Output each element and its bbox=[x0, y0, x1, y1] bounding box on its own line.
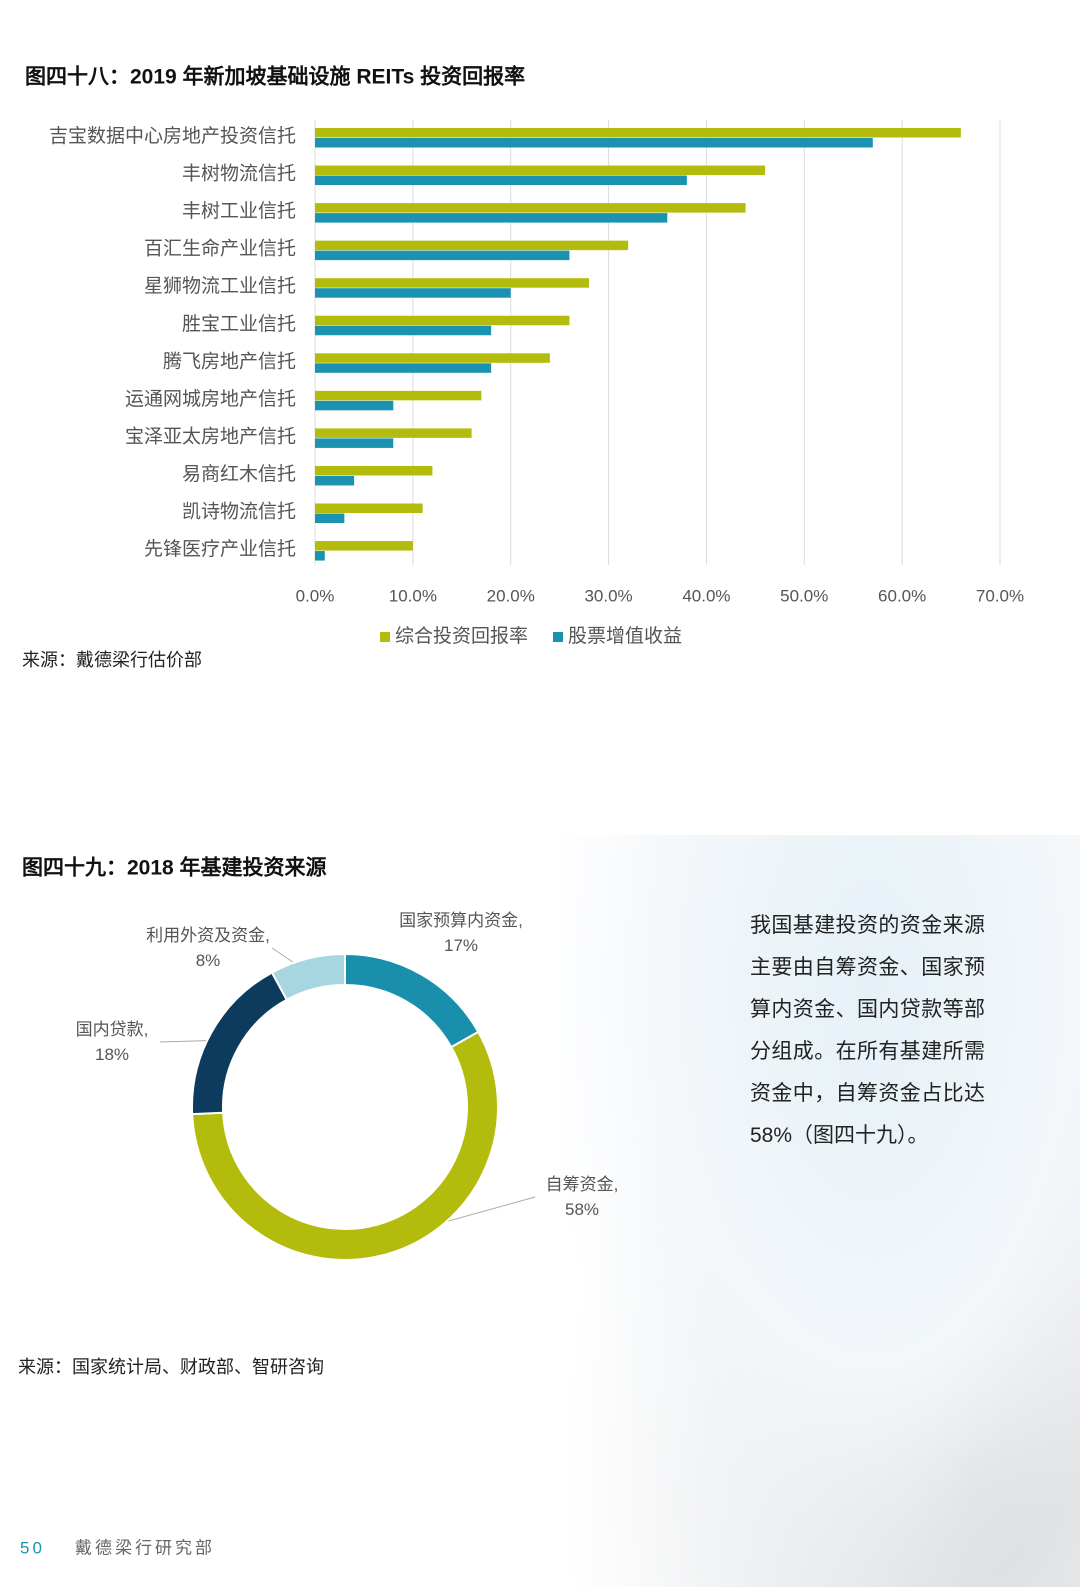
y-tick-label: 先锋医疗产业信托 bbox=[144, 538, 296, 560]
source: 来源：戴德梁行估价部 bbox=[22, 650, 202, 670]
x-tick-label: 30.0% bbox=[584, 586, 632, 605]
bar bbox=[315, 213, 668, 223]
bar bbox=[315, 278, 589, 288]
bar bbox=[315, 203, 746, 213]
legend-swatch bbox=[553, 632, 564, 642]
x-tick-label: 50.0% bbox=[780, 586, 828, 605]
legend-label: 综合投资回报率 bbox=[395, 625, 528, 647]
x-tick-label: 60.0% bbox=[878, 586, 926, 605]
y-tick-label: 易商红木信托 bbox=[182, 463, 296, 485]
bar bbox=[315, 353, 550, 363]
x-tick-label: 0.0% bbox=[296, 586, 335, 605]
bar bbox=[315, 325, 492, 336]
bar bbox=[315, 513, 345, 523]
paragraph: 我国基建投资的资金来源主要由自筹资金、国家预算内资金、国内贷款等部分组成。在所有… bbox=[750, 914, 985, 1147]
bar bbox=[315, 551, 325, 561]
x-tick-label: 20.0% bbox=[487, 586, 535, 605]
y-tick-label: 胜宝工业信托 bbox=[182, 313, 296, 335]
pie-slice bbox=[270, 952, 346, 1002]
y-tick-label: 宝泽亚太房地产信托 bbox=[125, 425, 296, 447]
bar bbox=[315, 138, 873, 148]
legend-swatch bbox=[380, 632, 390, 642]
chart-title: 图四十九：2018 年基建投资来源 bbox=[22, 856, 327, 880]
bar bbox=[315, 165, 766, 176]
y-tick-label: 丰树工业信托 bbox=[182, 200, 296, 222]
bar bbox=[315, 541, 413, 551]
bar bbox=[315, 400, 394, 411]
slice-label: 国内贷款, 18% bbox=[75, 1020, 149, 1064]
bar bbox=[315, 438, 394, 448]
slice-label: 利用外资及资金, 8% bbox=[146, 926, 270, 970]
x-tick-label: 70.0% bbox=[976, 586, 1024, 605]
bar bbox=[315, 503, 423, 513]
bar bbox=[315, 363, 492, 373]
y-tick-label: 丰树物流信托 bbox=[182, 163, 296, 185]
slice-label: 国家预算内资金, 17% bbox=[399, 911, 523, 955]
y-tick-label: 吉宝数据中心房地产投资信托 bbox=[49, 125, 296, 147]
x-tick-label: 10.0% bbox=[389, 586, 437, 605]
page-number: 50 bbox=[20, 1538, 45, 1557]
y-tick-label: 凯诗物流信托 bbox=[182, 501, 296, 523]
y-tick-label: 运通网城房地产信托 bbox=[125, 388, 296, 410]
legend-label: 股票增值收益 bbox=[568, 625, 682, 647]
bar bbox=[315, 428, 472, 438]
y-tick-label: 星狮物流工业信托 bbox=[144, 275, 296, 297]
bar bbox=[315, 475, 355, 486]
pie-slice bbox=[344, 952, 480, 1049]
footer-text: 戴德梁行研究部 bbox=[75, 1538, 215, 1557]
bar bbox=[315, 465, 433, 476]
pie-slice bbox=[191, 971, 289, 1116]
bar bbox=[315, 128, 961, 138]
background-decoration bbox=[560, 835, 1080, 1587]
bar bbox=[315, 240, 629, 251]
x-tick-label: 40.0% bbox=[682, 586, 730, 605]
slice-label: 自筹资金, 58% bbox=[545, 1175, 619, 1219]
bar bbox=[315, 250, 570, 261]
bar bbox=[315, 315, 570, 326]
bar bbox=[315, 390, 482, 401]
pie-slice bbox=[191, 1030, 499, 1261]
y-tick-label: 腾飞房地产信托 bbox=[163, 350, 296, 372]
bar bbox=[315, 175, 687, 186]
source: 来源：国家统计局、财政部、智研咨询 bbox=[18, 1357, 324, 1377]
bar bbox=[315, 288, 511, 298]
y-tick-label: 百汇生命产业信托 bbox=[144, 238, 296, 260]
chart-title: 图四十八：2019 年新加坡基础设施 REITs 投资回报率 bbox=[25, 65, 525, 89]
